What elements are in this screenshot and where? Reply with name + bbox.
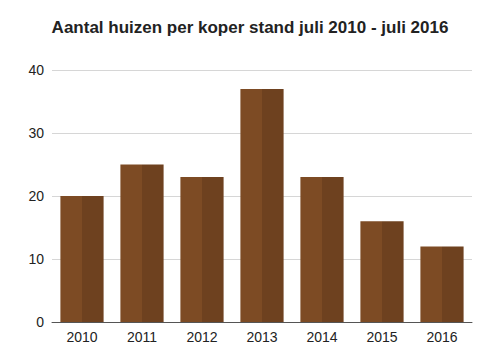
svg-text:Aantal huizen per koper stand: Aantal huizen per koper stand juli 2010 … — [52, 18, 449, 37]
svg-text:20: 20 — [28, 188, 44, 204]
svg-text:40: 40 — [28, 62, 44, 78]
svg-text:2016: 2016 — [426, 329, 457, 345]
svg-text:2013: 2013 — [246, 329, 277, 345]
svg-text:2011: 2011 — [127, 329, 157, 345]
svg-text:2014: 2014 — [306, 329, 337, 345]
svg-text:2010: 2010 — [66, 329, 97, 345]
svg-text:0: 0 — [36, 314, 44, 330]
svg-text:10: 10 — [28, 251, 44, 267]
svg-text:30: 30 — [28, 125, 44, 141]
svg-text:2015: 2015 — [366, 329, 397, 345]
svg-text:2012: 2012 — [186, 329, 217, 345]
